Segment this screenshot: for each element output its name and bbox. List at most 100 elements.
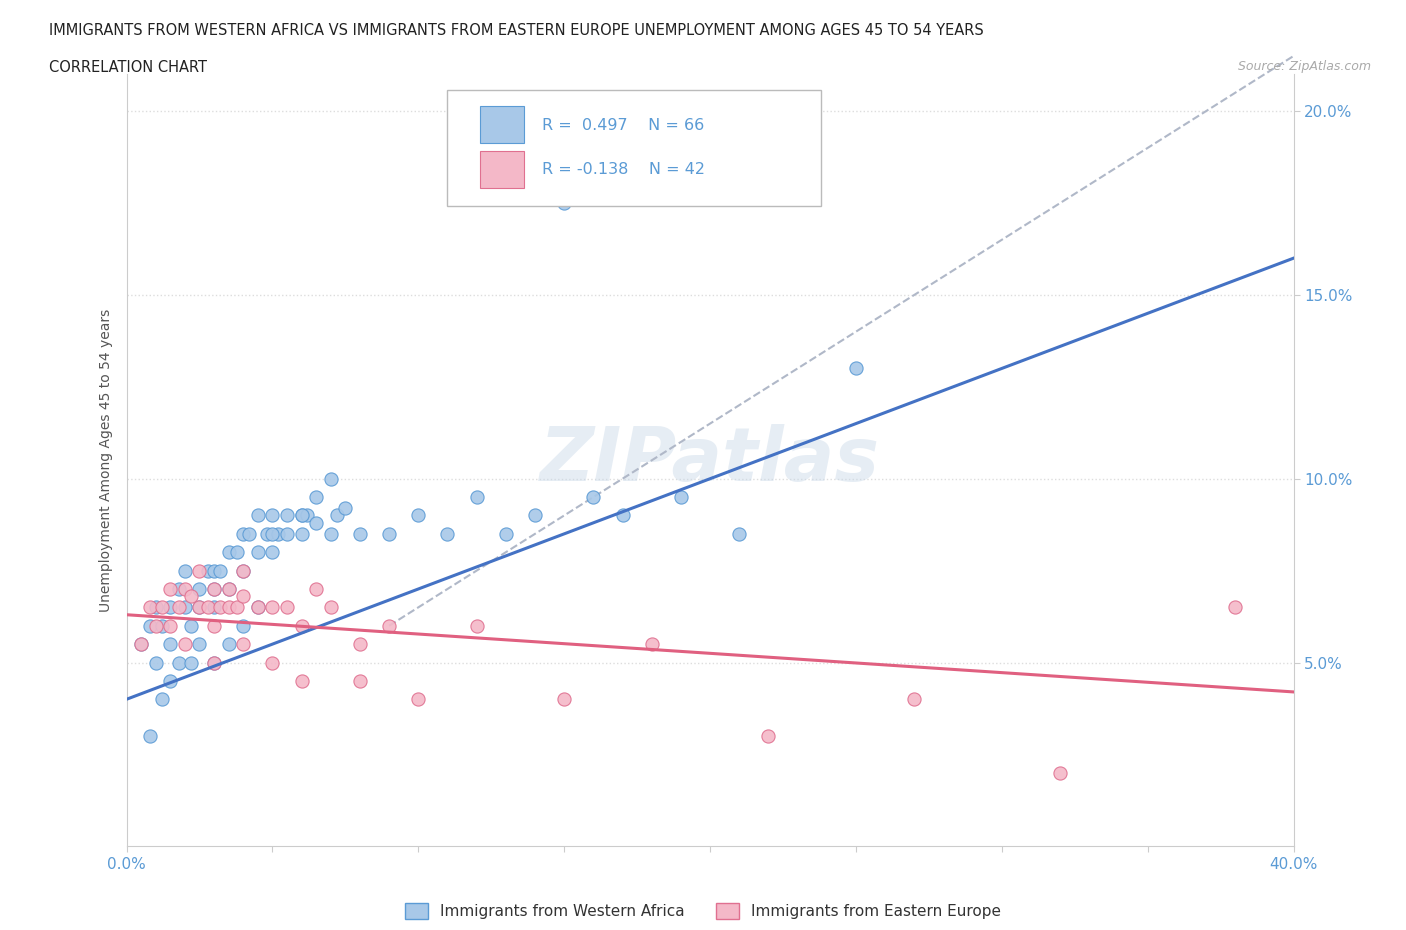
Point	[246, 600, 269, 615]
Point	[305, 490, 328, 505]
Point	[319, 600, 342, 615]
Point	[553, 195, 575, 210]
Point	[197, 564, 219, 578]
Point	[167, 655, 190, 670]
Point	[129, 637, 152, 652]
Bar	[479, 151, 524, 188]
Point	[728, 526, 751, 541]
Point	[150, 618, 173, 633]
Point	[129, 637, 152, 652]
Point	[465, 618, 488, 633]
Point	[139, 618, 162, 633]
Point	[256, 526, 278, 541]
Point	[145, 600, 167, 615]
Point	[145, 655, 167, 670]
Point	[903, 692, 925, 707]
Point	[246, 600, 269, 615]
Point	[202, 600, 225, 615]
Point	[202, 655, 225, 670]
Point	[188, 581, 211, 596]
Point	[495, 526, 517, 541]
Point	[524, 508, 547, 523]
Text: R = -0.138    N = 42: R = -0.138 N = 42	[541, 163, 704, 178]
Point	[246, 508, 269, 523]
Point	[290, 526, 312, 541]
Point	[145, 618, 167, 633]
Point	[436, 526, 458, 541]
Point	[349, 673, 371, 688]
Point	[174, 600, 197, 615]
Point	[232, 526, 254, 541]
Point	[246, 545, 269, 560]
Point	[290, 508, 312, 523]
Point	[226, 545, 249, 560]
Point	[845, 361, 868, 376]
Point	[290, 618, 312, 633]
Point	[319, 472, 342, 486]
Point	[180, 589, 202, 604]
Point	[276, 508, 298, 523]
Point	[582, 490, 605, 505]
Point	[290, 673, 312, 688]
Point	[349, 526, 371, 541]
Point	[276, 526, 298, 541]
Point	[167, 600, 190, 615]
Point	[669, 490, 692, 505]
Point	[325, 508, 347, 523]
Point	[150, 600, 173, 615]
Point	[232, 618, 254, 633]
Point	[159, 618, 181, 633]
Point	[188, 637, 211, 652]
Bar	[479, 106, 524, 142]
Point	[218, 581, 240, 596]
Point	[276, 600, 298, 615]
Point	[208, 600, 231, 615]
Point	[262, 545, 284, 560]
Point	[378, 618, 401, 633]
Point	[465, 490, 488, 505]
Point	[218, 637, 240, 652]
Point	[188, 600, 211, 615]
Point	[408, 692, 430, 707]
Point	[188, 600, 211, 615]
Point	[188, 564, 211, 578]
Text: IMMIGRANTS FROM WESTERN AFRICA VS IMMIGRANTS FROM EASTERN EUROPE UNEMPLOYMENT AM: IMMIGRANTS FROM WESTERN AFRICA VS IMMIGR…	[49, 23, 984, 38]
Point	[202, 618, 225, 633]
Point	[1049, 765, 1071, 780]
Point	[232, 589, 254, 604]
Point	[305, 515, 328, 530]
Point	[202, 655, 225, 670]
Point	[167, 581, 190, 596]
Point	[238, 526, 260, 541]
Y-axis label: Unemployment Among Ages 45 to 54 years: Unemployment Among Ages 45 to 54 years	[98, 309, 112, 612]
Point	[174, 637, 197, 652]
Point	[208, 564, 231, 578]
Text: R =  0.497    N = 66: R = 0.497 N = 66	[541, 118, 704, 133]
Point	[218, 545, 240, 560]
Point	[197, 600, 219, 615]
Point	[232, 637, 254, 652]
Point	[262, 526, 284, 541]
Point	[408, 508, 430, 523]
Point	[139, 728, 162, 743]
Point	[349, 637, 371, 652]
Point	[262, 508, 284, 523]
Point	[335, 500, 357, 515]
Legend: Immigrants from Western Africa, Immigrants from Eastern Europe: Immigrants from Western Africa, Immigran…	[399, 897, 1007, 925]
Point	[159, 637, 181, 652]
Point	[267, 526, 290, 541]
FancyBboxPatch shape	[447, 90, 821, 206]
Point	[553, 692, 575, 707]
Point	[226, 600, 249, 615]
Point	[262, 600, 284, 615]
Point	[1223, 600, 1246, 615]
Point	[262, 655, 284, 670]
Point	[180, 655, 202, 670]
Point	[232, 564, 254, 578]
Point	[612, 508, 634, 523]
Point	[159, 581, 181, 596]
Point	[159, 673, 181, 688]
Point	[378, 526, 401, 541]
Text: ZIPatlas: ZIPatlas	[540, 424, 880, 497]
Text: CORRELATION CHART: CORRELATION CHART	[49, 60, 207, 75]
